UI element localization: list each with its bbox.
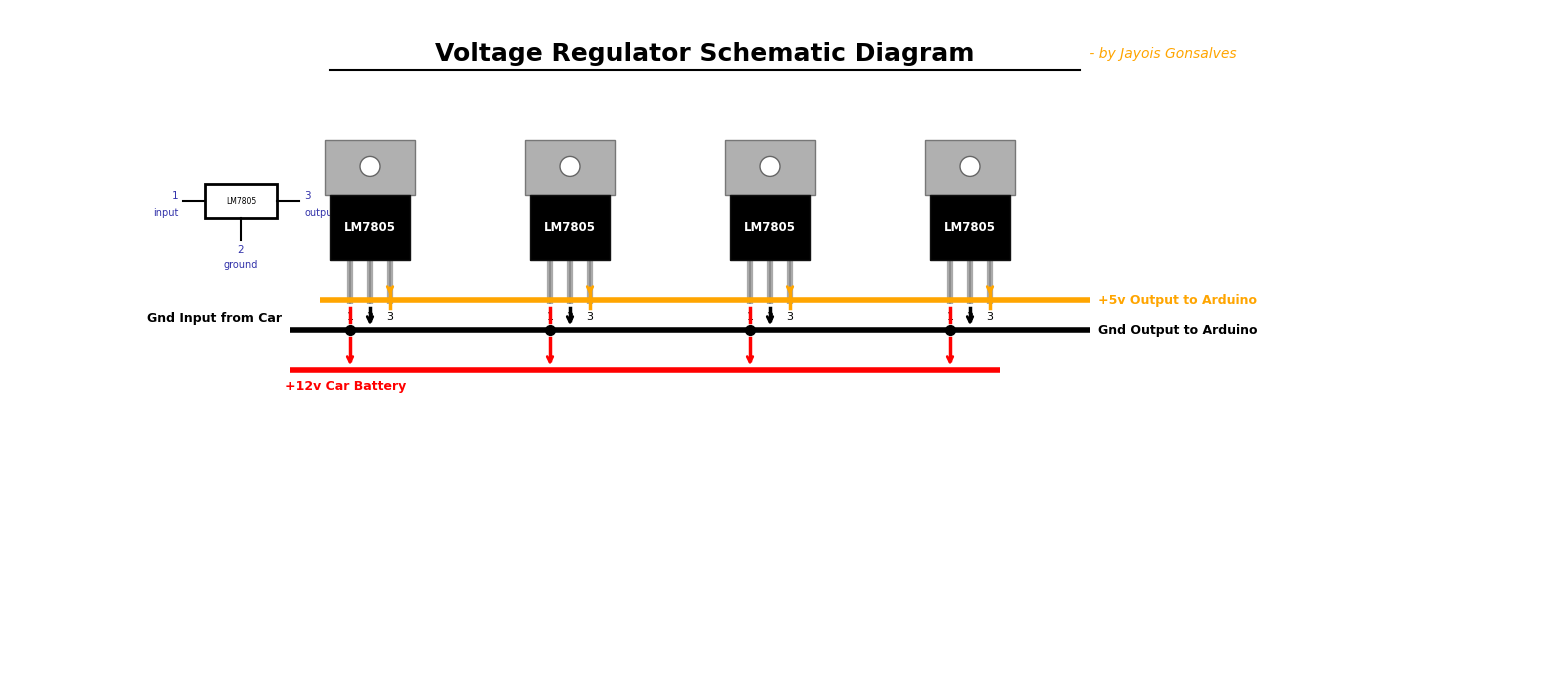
Text: 2: 2 [567, 312, 573, 322]
Text: +5v Output to Arduino: +5v Output to Arduino [1098, 293, 1257, 306]
Text: LM7805: LM7805 [226, 197, 256, 206]
Circle shape [761, 157, 779, 177]
Text: 3: 3 [586, 312, 594, 322]
Text: 1: 1 [547, 312, 553, 322]
Text: 2: 2 [237, 245, 244, 255]
Bar [925, 140, 1015, 195]
Bar [205, 184, 276, 218]
Text: 3: 3 [305, 191, 311, 201]
Text: 2: 2 [967, 312, 973, 322]
Text: 1: 1 [172, 191, 178, 201]
Text: LM7805: LM7805 [943, 221, 997, 234]
Bar [530, 195, 611, 260]
Text: 3: 3 [787, 312, 793, 322]
Text: output: output [305, 208, 336, 218]
Circle shape [359, 157, 380, 177]
Text: input: input [153, 208, 178, 218]
Circle shape [561, 157, 580, 177]
Text: 3: 3 [386, 312, 394, 322]
Text: 2: 2 [767, 312, 773, 322]
Text: - by Jayois Gonsalves: - by Jayois Gonsalves [1086, 47, 1237, 61]
Text: 1: 1 [347, 312, 353, 322]
Circle shape [961, 157, 979, 177]
Text: LM7805: LM7805 [344, 221, 397, 234]
Bar [725, 140, 815, 195]
Bar [325, 140, 415, 195]
Text: Gnd Output to Arduino: Gnd Output to Arduino [1098, 324, 1257, 337]
Text: Voltage Regulator Schematic Diagram: Voltage Regulator Schematic Diagram [436, 42, 975, 66]
Text: LM7805: LM7805 [544, 221, 597, 234]
Text: 3: 3 [987, 312, 993, 322]
Bar [525, 140, 615, 195]
Text: 2: 2 [367, 312, 373, 322]
Text: 1: 1 [747, 312, 753, 322]
Bar [729, 195, 811, 260]
Text: LM7805: LM7805 [744, 221, 797, 234]
Text: +12v Car Battery: +12v Car Battery [284, 380, 406, 393]
Text: Gnd Input from Car: Gnd Input from Car [147, 312, 283, 325]
Text: 1: 1 [947, 312, 953, 322]
Bar [929, 195, 1011, 260]
Text: ground: ground [223, 260, 258, 270]
Bar [330, 195, 409, 260]
